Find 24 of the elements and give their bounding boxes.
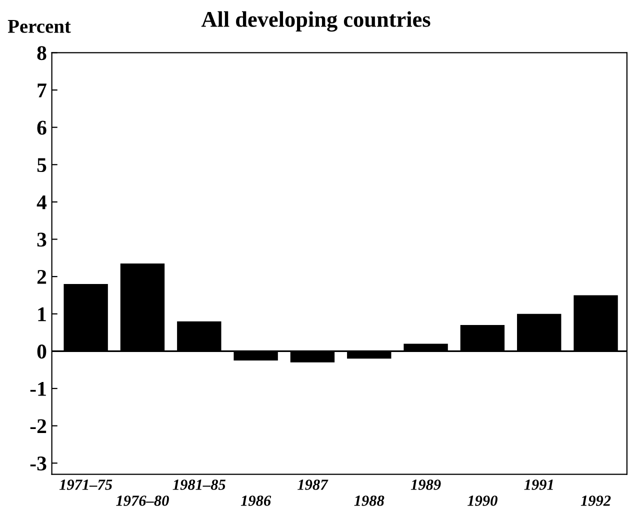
x-tick-label: 1987 xyxy=(298,480,328,490)
x-tick-label: 1971–75 xyxy=(59,480,112,490)
y-tick-label: 4 xyxy=(36,195,47,210)
x-tick-label: 1992 xyxy=(580,496,611,506)
x-tick-label: 1976–80 xyxy=(116,496,169,506)
y-tick-label: -2 xyxy=(30,419,46,434)
x-tick-label: 1991 xyxy=(524,480,553,490)
y-tick-label: 7 xyxy=(38,84,46,98)
y-tick-label: 5 xyxy=(37,158,46,172)
x-tick-label: 1986 xyxy=(240,496,272,506)
y-tick-label: -1 xyxy=(30,382,46,396)
y-tick-label: 3 xyxy=(37,232,46,247)
x-tick-label: 1981–85 xyxy=(172,480,226,490)
x-tick-label: 1988 xyxy=(354,496,384,506)
y-tick-label: 1 xyxy=(38,307,46,322)
y-tick-label: -3 xyxy=(30,456,46,471)
y-tick-label: 0 xyxy=(37,344,46,359)
y-tick-label: 8 xyxy=(37,46,46,60)
y-tick-label: 6 xyxy=(37,120,46,135)
x-tick-label: 1989 xyxy=(410,480,441,490)
chart-title: All developing countries xyxy=(201,11,430,32)
y-axis-title: Percent xyxy=(8,20,71,33)
y-tick-label: 2 xyxy=(37,270,46,284)
x-tick-label: 1990 xyxy=(468,496,498,506)
